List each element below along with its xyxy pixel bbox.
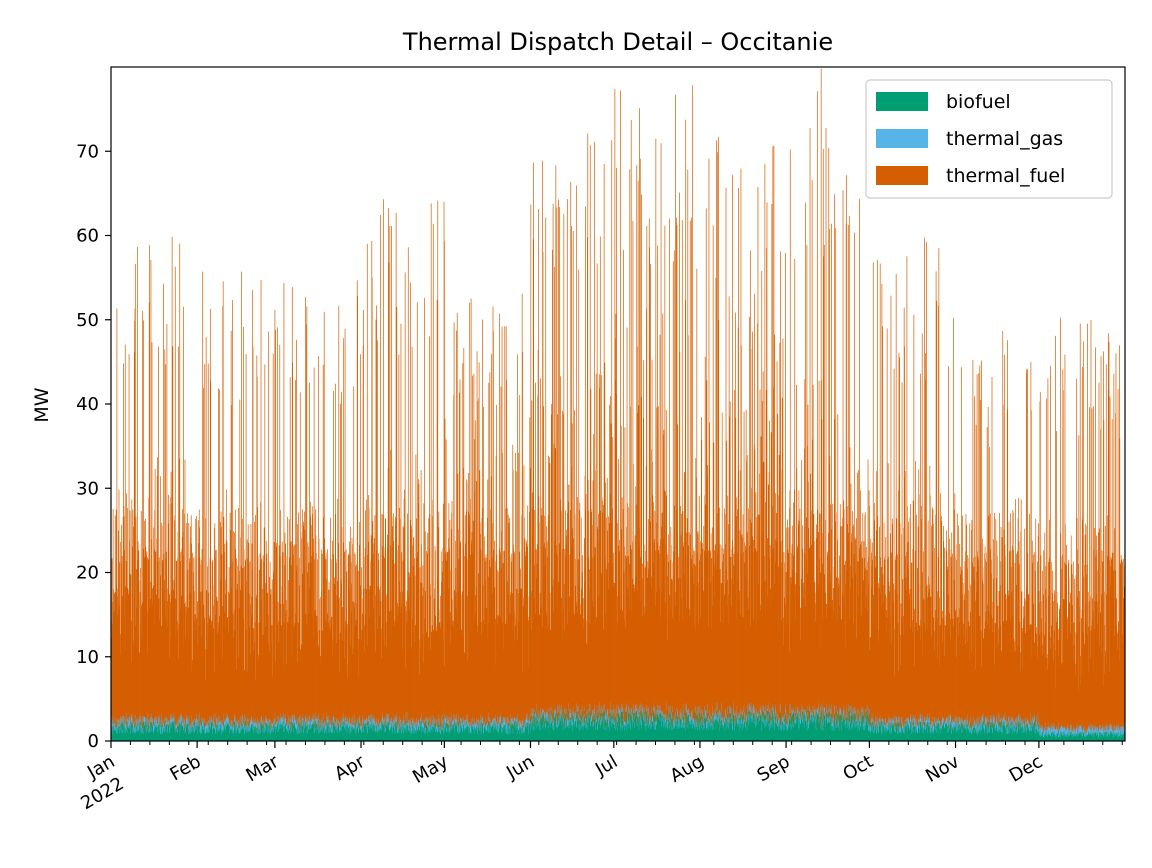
chart-title: Thermal Dispatch Detail – Occitanie <box>402 28 833 56</box>
bar-thermal-fuel <box>431 203 432 726</box>
bar-thermal-fuel <box>522 352 523 721</box>
bar-thermal-fuel <box>275 310 276 719</box>
bar-thermal-fuel <box>444 241 445 713</box>
bar-thermal-fuel <box>338 306 339 721</box>
y-axis-label: MW <box>31 387 53 422</box>
